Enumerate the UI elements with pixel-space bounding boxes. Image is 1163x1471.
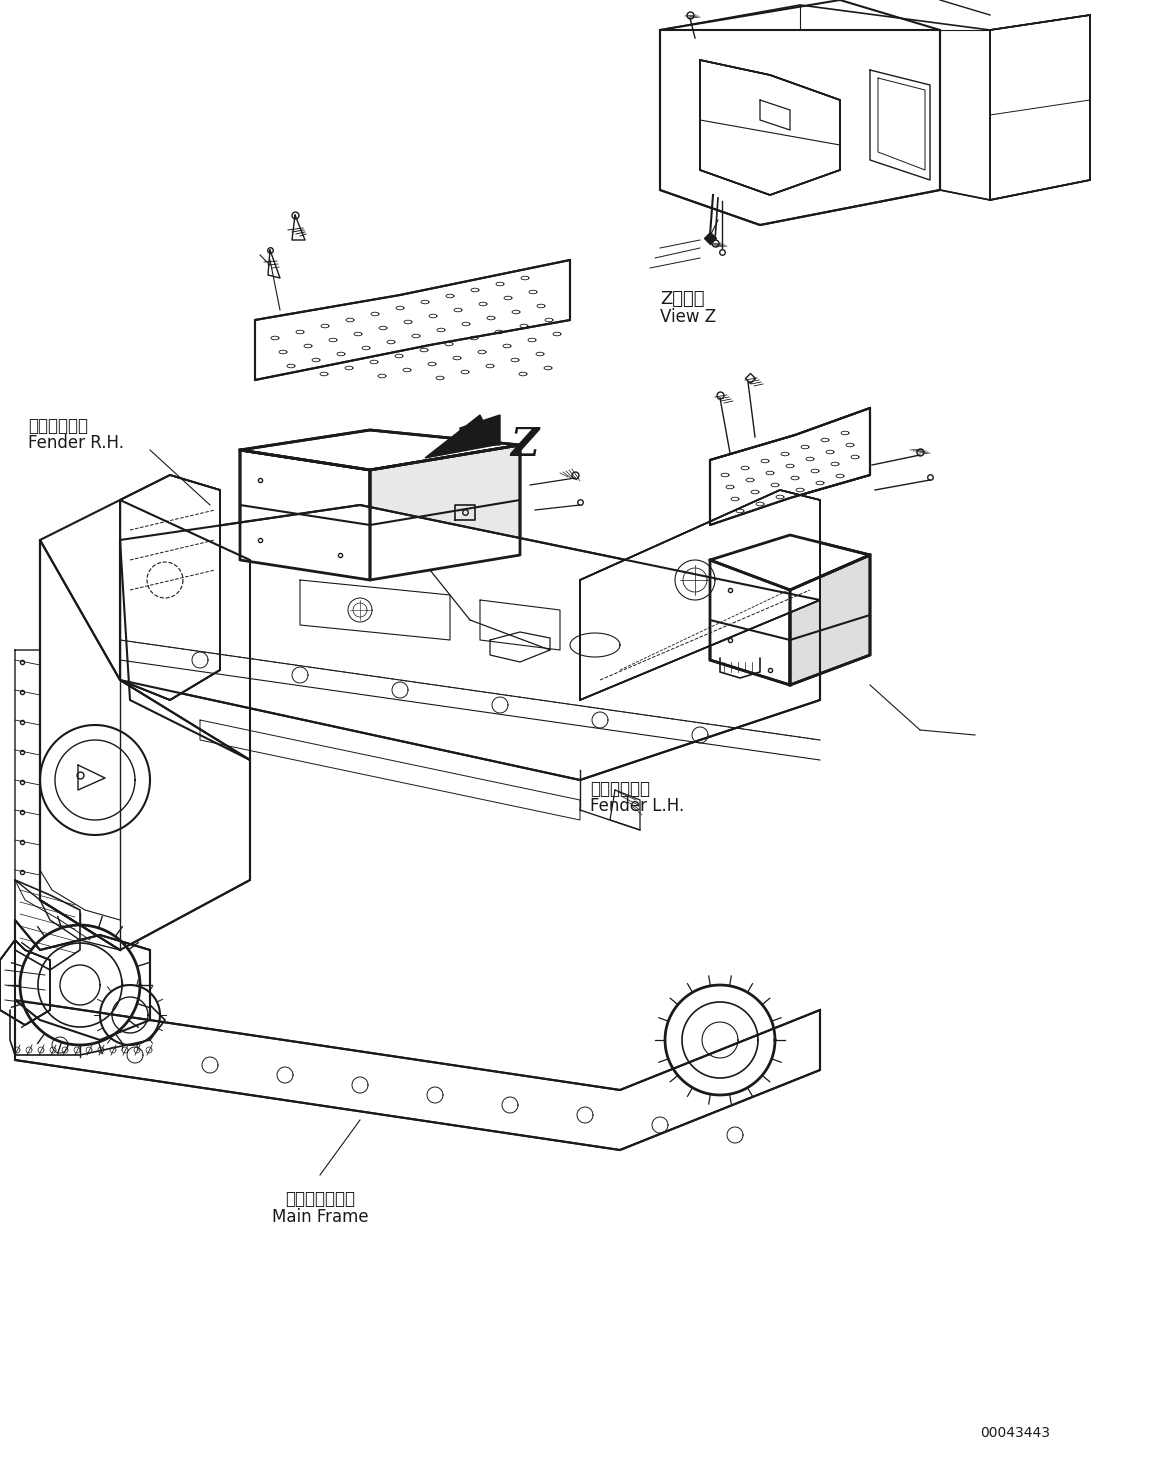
Text: 00043443: 00043443 [980, 1425, 1050, 1440]
Polygon shape [120, 505, 820, 780]
Text: View Z: View Z [659, 307, 716, 327]
Polygon shape [240, 430, 520, 471]
Text: フェンダ　左: フェンダ 左 [590, 780, 650, 797]
Text: フェンダ　右: フェンダ 右 [28, 416, 88, 435]
Text: Main Frame: Main Frame [272, 1208, 369, 1225]
Polygon shape [370, 446, 520, 580]
Text: Z: Z [511, 427, 538, 463]
Polygon shape [709, 560, 790, 685]
Polygon shape [240, 450, 370, 580]
Polygon shape [580, 490, 820, 700]
Polygon shape [255, 260, 570, 380]
Polygon shape [790, 555, 870, 685]
Polygon shape [40, 540, 250, 950]
Polygon shape [120, 475, 220, 700]
Polygon shape [709, 407, 870, 525]
Polygon shape [700, 60, 840, 196]
Polygon shape [15, 919, 150, 1040]
Text: Z　　視: Z 視 [659, 290, 705, 307]
Polygon shape [15, 1000, 820, 1150]
Polygon shape [659, 29, 940, 225]
Polygon shape [424, 415, 495, 457]
Text: Fender R.H.: Fender R.H. [28, 434, 124, 452]
Polygon shape [990, 15, 1090, 200]
Polygon shape [709, 535, 870, 590]
Polygon shape [461, 415, 500, 446]
Text: メインフレーム: メインフレーム [285, 1190, 355, 1208]
Polygon shape [0, 940, 50, 1025]
Text: Fender L.H.: Fender L.H. [590, 797, 684, 815]
